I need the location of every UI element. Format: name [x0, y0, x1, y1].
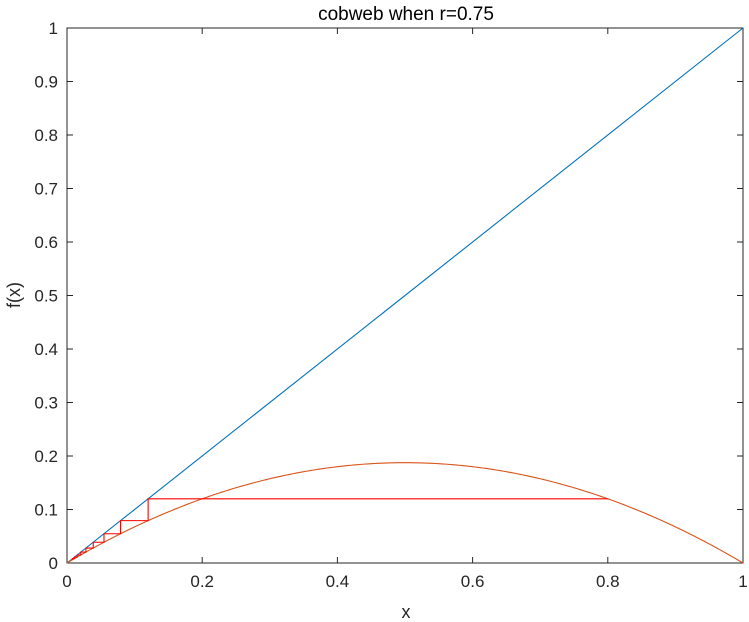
y-tick-label: 0 [49, 554, 58, 573]
y-tick-label: 0.5 [34, 287, 58, 306]
x-axis-label: x [402, 602, 411, 622]
series-line-identity [66, 27, 744, 564]
y-tick-label: 0.3 [34, 394, 58, 413]
y-axis-label: f(x) [4, 282, 24, 308]
plot-area: 0 0.2 0.4 0.6 0.8 1 0 0.1 0.2 0.3 0.4 0.5 0.6 0.7 0.8 0… [34, 19, 747, 591]
x-tick-label: 0.2 [190, 572, 214, 591]
y-tick-label: 0.6 [34, 233, 58, 252]
y-tick-label: 0.9 [34, 73, 58, 92]
x-tick-label: 0.6 [461, 572, 485, 591]
y-tick-label: 0.7 [34, 180, 58, 199]
x-tick-label: 0 [62, 572, 71, 591]
y-tick-label: 0.4 [34, 340, 58, 359]
y-tick-label: 0.2 [34, 447, 58, 466]
series-line-logistic [66, 462, 744, 564]
y-tick-label: 1 [49, 19, 58, 38]
chart-title: cobweb when r=0.75 [318, 4, 494, 25]
y-tick-label: 0.1 [34, 501, 58, 520]
x-tick-label: 1 [738, 572, 747, 591]
x-tick-label: 0.4 [326, 572, 350, 591]
series-line-cobweb [71, 498, 608, 560]
x-tick-label: 0.8 [596, 572, 620, 591]
y-tick-label: 0.8 [34, 126, 58, 145]
